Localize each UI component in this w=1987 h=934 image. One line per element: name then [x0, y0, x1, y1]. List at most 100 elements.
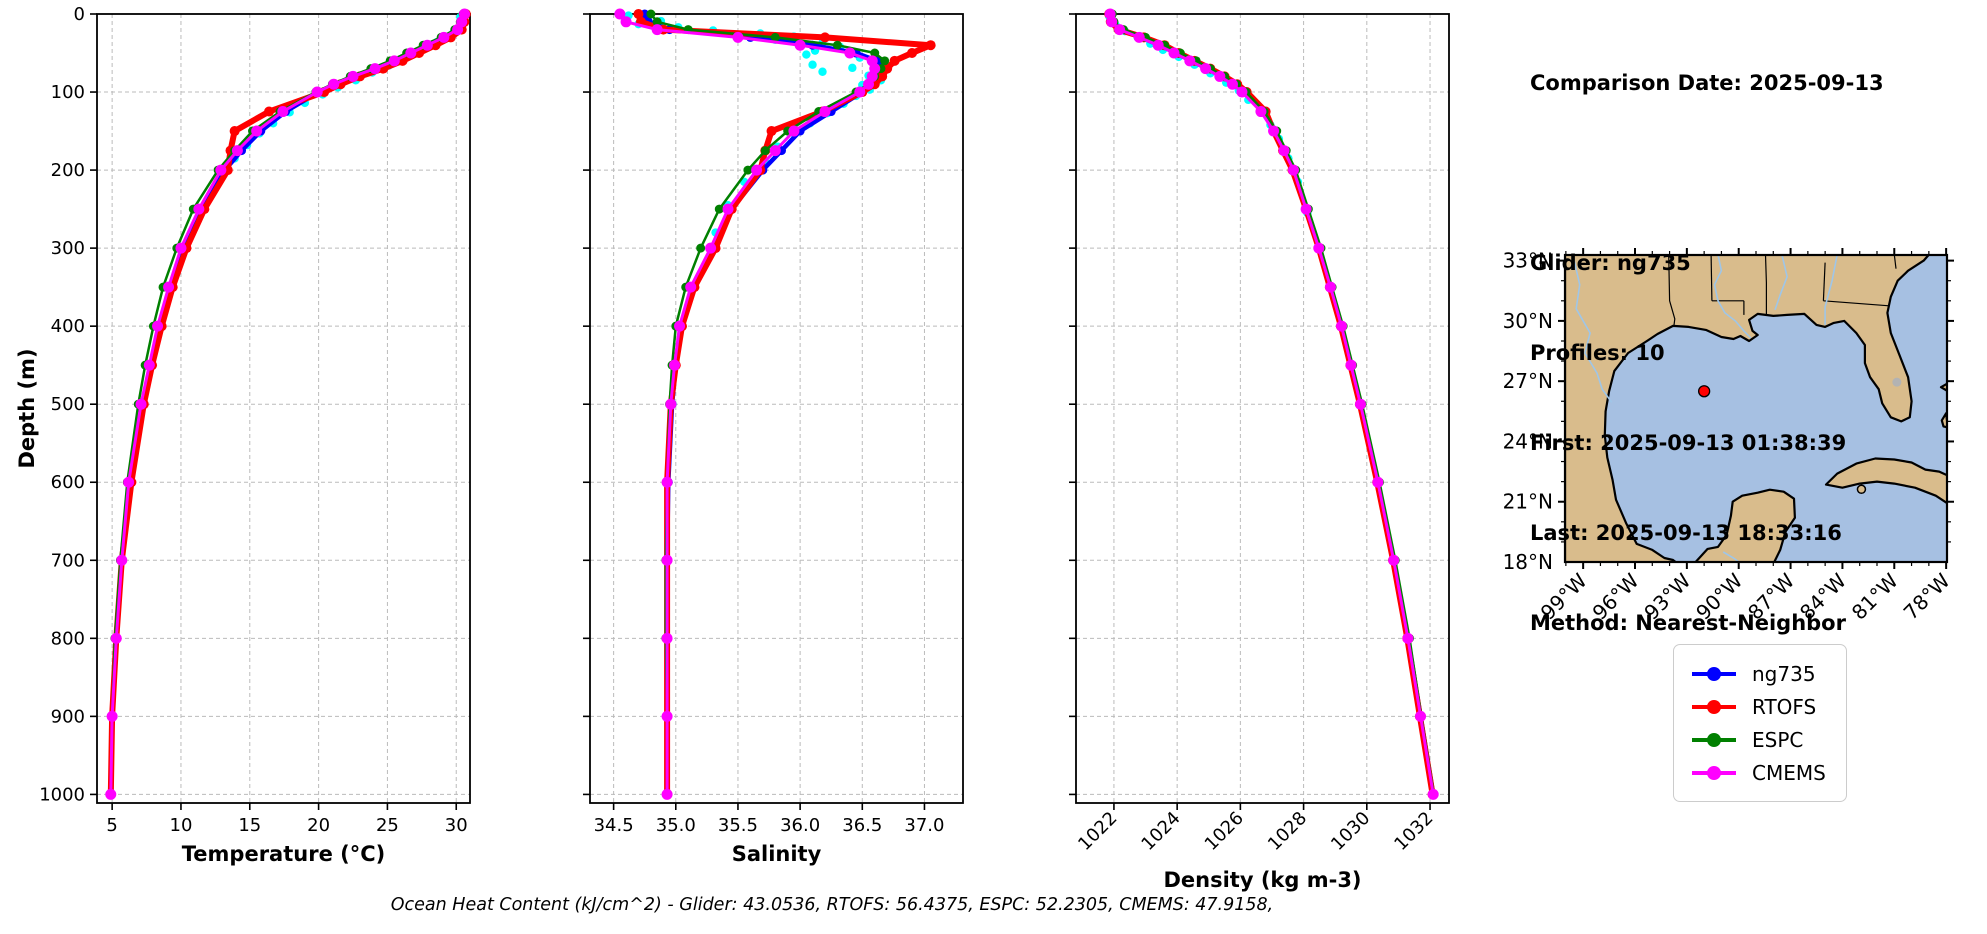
legend-item-espc: ESPC [1690, 723, 1826, 756]
series-CMEMS-marker [311, 86, 323, 98]
series-RTOFS-marker [229, 126, 240, 137]
series-CMEMS-marker [1313, 242, 1325, 254]
y-tick-label: 400 [51, 316, 85, 337]
x-tick-label: 36.5 [842, 815, 882, 836]
series-ESPC-marker [696, 243, 706, 253]
map-ticks [1558, 248, 1954, 569]
series-RTOFS-marker [907, 48, 918, 59]
series-CMEMS-marker [347, 70, 359, 82]
series-RTOFS-marker [766, 126, 777, 137]
state-border-line [1710, 255, 1713, 301]
map-lat-tick-label: 21°N [1503, 490, 1553, 514]
map-lat-tick-label: 27°N [1503, 369, 1553, 393]
x-tick-label: 20 [307, 815, 330, 836]
map-lat-tick-label: 18°N [1503, 550, 1553, 574]
axis-ticks: 1022 1024 1026 1028 1030 1032 [1069, 13, 1438, 855]
series-CMEMS-marker [251, 125, 263, 137]
series-CMEMS-marker [1324, 281, 1336, 293]
state-border-line [1668, 255, 1676, 326]
axes-frame [96, 13, 471, 804]
series-ESPC-marker [760, 146, 770, 156]
glider-name-text: Glider: ng735 [1530, 251, 1691, 275]
series-CMEMS-marker [452, 24, 464, 36]
series-CMEMS-marker [819, 106, 831, 118]
x-tick-label: 1028 [1264, 808, 1311, 855]
profiles-count-text: Profiles: 10 [1530, 341, 1665, 365]
series-CMEMS-marker [661, 710, 673, 722]
lake-okeechobee [1892, 377, 1902, 387]
x-tick-label: 35.5 [718, 815, 758, 836]
axes-frame [1075, 13, 1450, 804]
series-CMEMS-marker [844, 47, 856, 59]
series-ESPC-marker [646, 9, 656, 19]
series-CMEMS-marker [123, 476, 135, 488]
series-CMEMS-marker [421, 39, 433, 51]
series-CMEMS-marker [1168, 47, 1180, 59]
x-tick-label: 1022 [1074, 808, 1121, 855]
ohc-footer: Ocean Heat Content (kJ/cm^2) - Glider: 4… [390, 895, 1274, 915]
glider-location-marker [1697, 385, 1711, 398]
series-CMEMS-marker [1345, 359, 1357, 371]
series-CMEMS-marker [685, 281, 697, 293]
series-CMEMS-marker [1152, 39, 1164, 51]
series-CMEMS-marker [620, 16, 632, 28]
series-ESPC-marker [870, 48, 880, 58]
y-tick-label: 700 [51, 550, 85, 571]
density-axis-label: Density (kg m-3) [1163, 868, 1361, 892]
map-lat-tick-label: 33°N [1503, 249, 1553, 273]
mainland-landmass [1565, 255, 1930, 562]
legend-label: CMEMS [1752, 760, 1826, 785]
axes-frame [589, 13, 964, 804]
series-CMEMS-marker [1184, 55, 1196, 67]
series-RTOFS-marker [264, 106, 275, 117]
y-tick-label: 1000 [39, 784, 85, 805]
river-line [1713, 255, 1752, 339]
series-CMEMS-marker [1200, 63, 1212, 75]
grid [97, 13, 470, 803]
series-CMEMS-marker [1402, 632, 1414, 644]
series-CMEMS-marker [732, 31, 744, 43]
x-tick-label: 1026 [1201, 808, 1248, 855]
series-RTOFS-marker [877, 71, 888, 82]
series-CMEMS-marker [405, 47, 417, 59]
x-tick-label: 35.0 [656, 815, 696, 836]
series-RTOFS [633, 9, 936, 800]
last-time-text: Last: 2025-09-13 18:33:16 [1530, 521, 1842, 545]
first-time-text: First: 2025-09-13 01:38:39 [1530, 431, 1847, 455]
series-CMEMS-marker [231, 145, 243, 157]
series-CMEMS-marker [1354, 398, 1366, 410]
x-tick-label: 1030 [1327, 808, 1374, 855]
series-CMEMS-line [618, 12, 877, 796]
series-CMEMS-marker [1214, 70, 1226, 82]
series-CMEMS-marker [277, 106, 289, 118]
yucatan-peninsula [1694, 488, 1796, 562]
series-CMEMS-marker [854, 86, 866, 98]
info-panel: Comparison Date: 2025-09-13 Glider: ng73… [1530, 8, 1884, 698]
series-ng735-line [642, 11, 885, 797]
series-CMEMS-marker [1372, 476, 1384, 488]
y-tick-label: 0 [74, 4, 85, 25]
y-tick-label: 200 [51, 160, 85, 181]
series-RTOFS-marker [925, 40, 936, 51]
comparison-date-text: Comparison Date: 2025-09-13 [1530, 71, 1884, 95]
legend-item-ng735: ng735 [1690, 657, 1826, 690]
series-CMEMS-marker [1255, 106, 1267, 118]
y-tick-label: 500 [51, 394, 85, 415]
bahamas-island [1939, 382, 1947, 392]
y-tick-label: 600 [51, 472, 85, 493]
series-CMEMS-marker [1106, 16, 1118, 28]
salinity-axis-label: Salinity [732, 842, 822, 866]
state-border-line [1823, 300, 1890, 307]
x-tick-label: 15 [238, 815, 261, 836]
grid [1076, 13, 1449, 803]
series-CMEMS-marker [438, 31, 450, 43]
bahamas-island [1940, 412, 1947, 429]
series-CMEMS-marker [863, 78, 875, 90]
legend-item-cmems: CMEMS [1690, 756, 1826, 789]
series-CMEMS-marker [1300, 203, 1312, 215]
legend-item-rtofs: RTOFS [1690, 690, 1826, 723]
series-CMEMS-marker [1415, 710, 1427, 722]
state-border-line [1764, 255, 1767, 316]
cmems-line-sample-icon [1692, 765, 1736, 780]
series-CMEMS-marker [1133, 31, 1145, 43]
